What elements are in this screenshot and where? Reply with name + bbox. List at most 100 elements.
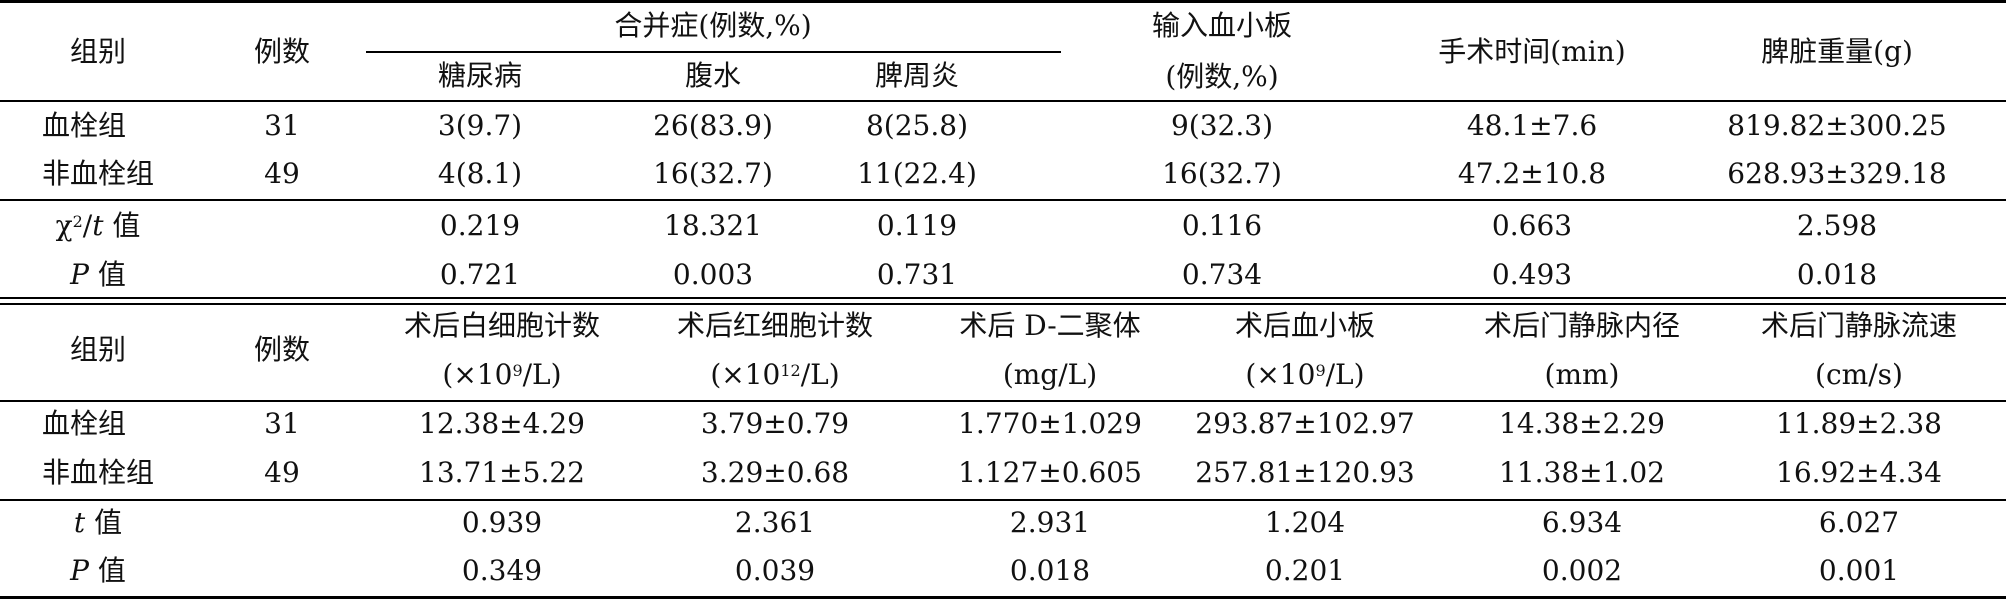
t2-header-cases: 例数 <box>253 333 311 366</box>
t1-row2-peri: 11(22.4) <box>857 157 977 190</box>
t2-header-platelet-unit: (×109/L) <box>1245 358 1364 392</box>
t1-p-ascites: 0.003 <box>672 258 754 291</box>
t1-row2-surgery-time: 47.2±10.8 <box>1457 157 1607 190</box>
t2-row2-wbc: 13.71±5.22 <box>419 456 585 489</box>
t2-p-wbc: 0.349 <box>461 554 543 587</box>
t2-header-rbc: 术后红细胞计数 <box>676 309 874 342</box>
t2-header-rbc-unit: (×1012/L) <box>710 358 839 392</box>
t1-p-platelet: 0.734 <box>1181 258 1263 291</box>
t2-t-label: t 值 <box>74 506 122 540</box>
t2-t-d-dimer: 2.931 <box>1009 506 1091 539</box>
t1-row1-spleen-weight: 819.82±300.25 <box>1727 109 1947 142</box>
t2-header-wbc-unit: (×109/L) <box>442 358 561 392</box>
t1-header-surgery-time: 手术时间(min) <box>1438 35 1626 68</box>
t2-row2-pv-flow: 16.92±4.34 <box>1776 456 1942 489</box>
unit-prefix: (×10 <box>442 358 513 391</box>
unit-suffix: /L) <box>522 358 562 391</box>
t1-header-complications: 合并症(例数,%) <box>614 9 812 42</box>
t2-header-d-dimer-unit: (mg/L) <box>1002 358 1098 391</box>
t2-row1-rbc: 3.79±0.79 <box>700 407 850 440</box>
t2-header-pv-diameter: 术后门静脉内径 <box>1483 309 1681 342</box>
slash: / <box>82 209 93 242</box>
t1-row1-ascites: 26(83.9) <box>653 109 773 142</box>
t1-row1-peri: 8(25.8) <box>865 109 969 142</box>
t2-row1-pv-flow: 11.89±2.38 <box>1776 407 1942 440</box>
unit-suffix: /L) <box>800 358 840 391</box>
t1-row1-diabetes: 3(9.7) <box>437 109 523 142</box>
unit-prefix: (×10 <box>710 358 781 391</box>
t2-header-pv-diameter-unit: (mm) <box>1544 358 1620 391</box>
t2-header-d-dimer: 术后 D-二聚体 <box>959 309 1141 342</box>
t1-p-peri: 0.731 <box>876 258 958 291</box>
unit-exponent: 12 <box>780 361 801 380</box>
t1-header-rule <box>0 100 2006 102</box>
t2-header-platelet: 术后血小板 <box>1234 309 1376 342</box>
chi-symbol: χ <box>55 209 73 242</box>
t2-t-pv-diameter: 6.934 <box>1541 506 1623 539</box>
t2-row1-group: 血栓组 <box>41 407 127 440</box>
t1-row2-spleen-weight: 628.93±329.18 <box>1727 157 1947 190</box>
t2-row2-d-dimer: 1.127±0.605 <box>958 456 1142 489</box>
t2-row2-cases: 49 <box>264 456 300 489</box>
t1-header-platelet-1: 输入血小板 <box>1151 9 1293 42</box>
t1-p-spleen-weight: 0.018 <box>1796 258 1878 291</box>
t1-row1-platelet: 9(32.3) <box>1170 109 1274 142</box>
t1-row1-group: 血栓组 <box>41 109 127 142</box>
value-word: 值 <box>88 258 126 291</box>
t2-row1-cases: 31 <box>264 407 300 440</box>
t2-header-rule <box>0 400 2006 402</box>
chi-superscript: 2 <box>72 212 83 231</box>
t2-data-rule <box>0 499 2006 501</box>
unit-prefix: (×10 <box>1245 358 1316 391</box>
t1-row1-surgery-time: 48.1±7.6 <box>1466 109 1598 142</box>
p-symbol: P <box>70 554 89 587</box>
t2-header-pv-flow: 术后门静脉流速 <box>1760 309 1958 342</box>
t2-row2-platelet: 257.81±120.93 <box>1195 456 1415 489</box>
t1-header-ascites: 腹水 <box>684 59 742 92</box>
t2-row1-pv-diameter: 14.38±2.29 <box>1499 407 1665 440</box>
t1-p-surgery-time: 0.493 <box>1491 258 1573 291</box>
t1-row2-ascites: 16(32.7) <box>653 157 773 190</box>
t1-row1-cases: 31 <box>264 109 300 142</box>
t1-stat-label: χ2/t 值 <box>56 209 141 243</box>
t1-row2-diabetes: 4(8.1) <box>437 157 523 190</box>
value-word: 值 <box>88 554 126 587</box>
t2-p-rbc: 0.039 <box>734 554 816 587</box>
t1-complications-underline <box>366 51 1061 53</box>
t2-t-rbc: 2.361 <box>734 506 816 539</box>
t-symbol: t <box>73 506 86 539</box>
t1-header-spleen-weight: 脾脏重量(g) <box>1761 35 1913 68</box>
t1-p-diabetes: 0.721 <box>439 258 521 291</box>
t2-row1-wbc: 12.38±4.29 <box>419 407 585 440</box>
value-word: 值 <box>85 506 123 539</box>
t1-row2-group: 非血栓组 <box>41 157 155 190</box>
t1-stat-platelet: 0.116 <box>1181 209 1263 242</box>
t1-stat-diabetes: 0.219 <box>439 209 521 242</box>
t2-header-group: 组别 <box>69 333 127 366</box>
t2-p-pv-diameter: 0.002 <box>1541 554 1623 587</box>
value-word: 值 <box>103 209 141 242</box>
t2-p-label: P 值 <box>70 554 126 588</box>
t1-stat-peri: 0.119 <box>876 209 958 242</box>
t2-row2-rbc: 3.29±0.68 <box>700 456 850 489</box>
t-symbol: t <box>92 209 104 242</box>
t2-p-pv-flow: 0.001 <box>1818 554 1900 587</box>
t1-stat-spleen-weight: 2.598 <box>1796 209 1878 242</box>
t2-header-wbc: 术后白细胞计数 <box>403 309 601 342</box>
t1-header-diabetes: 糖尿病 <box>437 59 523 92</box>
t1-header-group: 组别 <box>69 35 127 68</box>
t2-t-platelet: 1.204 <box>1264 506 1346 539</box>
table2-bottom-rule <box>0 596 2006 599</box>
t2-row2-pv-diameter: 11.38±1.02 <box>1499 456 1665 489</box>
t2-t-pv-flow: 6.027 <box>1818 506 1900 539</box>
table-separator-rule-1 <box>0 297 2006 299</box>
t1-stat-ascites: 18.321 <box>664 209 762 242</box>
t2-row1-platelet: 293.87±102.97 <box>1195 407 1415 440</box>
t2-p-platelet: 0.201 <box>1264 554 1346 587</box>
table-separator-rule-2 <box>0 303 2006 305</box>
t1-header-platelet-2: (例数,%) <box>1165 60 1279 93</box>
table1-top-rule <box>0 0 2006 3</box>
t2-row2-group: 非血栓组 <box>41 456 155 489</box>
t1-row2-platelet: 16(32.7) <box>1162 157 1282 190</box>
t2-header-pv-flow-unit: (cm/s) <box>1815 358 1903 391</box>
